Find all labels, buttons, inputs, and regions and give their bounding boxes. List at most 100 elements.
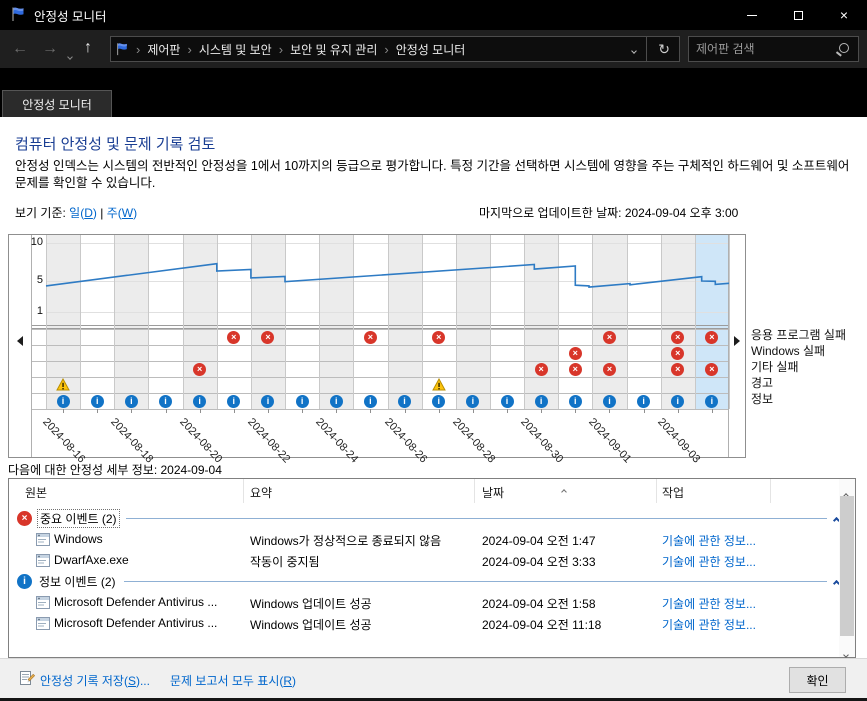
cell-summary: Windows 업데이트 성공 (250, 597, 372, 611)
view-all-reports-link[interactable]: 문제 보고서 모두 표시(R) (170, 674, 297, 688)
chart-day-column[interactable] (694, 235, 729, 409)
column-line (114, 235, 116, 409)
breadcrumb-flag-icon (115, 42, 129, 56)
address-dropdown-button[interactable] (628, 42, 640, 56)
breadcrumb-item-system-security[interactable]: 시스템 및 보안 (198, 42, 272, 57)
forward-button[interactable]: → (42, 40, 58, 57)
maximize-button[interactable] (775, 0, 821, 30)
info-event-icon: i (261, 394, 275, 408)
event-group-row[interactable]: i 정보 이벤트 (2) (17, 571, 841, 592)
error-event-icon: × (568, 346, 582, 360)
column-line (285, 235, 287, 409)
back-button[interactable]: ← (12, 40, 28, 57)
chart-day-column[interactable] (558, 235, 592, 409)
error-event-icon: × (705, 362, 719, 376)
chart-row-label: 기타 실패 (751, 360, 799, 374)
view-by-weeks-link[interactable]: 주(W) (106, 206, 138, 220)
chart-day-column[interactable] (250, 235, 286, 409)
scrollbar-thumb[interactable] (840, 496, 854, 636)
chart-scroll-right-button[interactable] (734, 336, 740, 346)
chart-day-column[interactable] (387, 235, 422, 409)
error-event-icon: × (193, 362, 207, 376)
chart-scroll-left-button[interactable] (17, 336, 23, 346)
close-button[interactable]: × (821, 0, 867, 30)
breadcrumb-item-control-panel[interactable]: 제어판 (147, 42, 181, 57)
left-strip-divider (31, 235, 32, 457)
table-row[interactable]: Microsoft Defender Antivirus ... Windows … (9, 592, 837, 613)
info-event-icon: i (671, 394, 685, 408)
column-line (353, 235, 355, 409)
event-group-row[interactable]: × 중요 이벤트 (2) (17, 508, 841, 529)
group-rule (123, 581, 827, 582)
search-icon[interactable] (836, 42, 851, 57)
column-header-4[interactable]: 작업 (662, 486, 685, 500)
search-input[interactable] (689, 42, 836, 56)
breadcrumb-separator-icon: › (384, 41, 389, 57)
breadcrumb-item-security-maintenance[interactable]: 보안 및 유지 관리 (290, 42, 378, 57)
chart-day-column[interactable] (592, 235, 627, 409)
technical-details-link[interactable]: 기술에 관한 정보... (662, 597, 756, 611)
breadcrumb-separator-icon: › (278, 41, 284, 57)
chart-row-label: 응용 프로그램 실패 (751, 328, 846, 342)
date-label: 2024-08-24 (313, 416, 361, 466)
header-separator (656, 479, 657, 503)
date-tick (267, 409, 269, 413)
breadcrumb-item-reliability-monitor[interactable]: 안정성 모니터 (395, 42, 466, 57)
ok-button[interactable]: 확인 (789, 667, 846, 693)
column-line (250, 235, 252, 409)
chart-day-column[interactable] (627, 235, 661, 409)
tab-reliability-monitor[interactable]: 안정성 모니터 (2, 90, 112, 117)
date-tick (233, 409, 235, 413)
refresh-button[interactable]: ↻ (658, 40, 670, 57)
tab-strip: 안정성 모니터 (0, 68, 867, 117)
column-header-3[interactable]: 날짜 (482, 486, 505, 500)
column-line (489, 235, 491, 409)
chart-day-column[interactable] (490, 235, 524, 409)
technical-details-link[interactable]: 기술에 관한 정보... (662, 555, 756, 569)
window-title: 안정성 모니터 (34, 9, 107, 24)
window-bottom-edge (0, 698, 867, 701)
date-label: 2024-09-03 (654, 416, 703, 466)
info-event-icon: i (466, 394, 480, 408)
column-header-1[interactable]: 원본 (25, 486, 48, 500)
chart-day-column[interactable] (660, 235, 695, 409)
info-group-icon: i (17, 574, 32, 589)
chart-day-column[interactable] (114, 235, 149, 409)
grid-row-line (31, 409, 728, 410)
date-tick (507, 409, 509, 413)
technical-details-link[interactable]: 기술에 관한 정보... (662, 618, 756, 632)
chart-day-column[interactable] (148, 235, 182, 409)
chart-day-column[interactable] (182, 235, 217, 409)
up-button[interactable]: ↑ (84, 39, 92, 56)
chart-day-column[interactable] (524, 235, 559, 409)
error-event-icon: × (671, 346, 685, 360)
y-axis-tick-label: 1 (36, 305, 43, 317)
date-label: 2024-08-20 (176, 416, 225, 466)
chart-day-column[interactable] (353, 235, 387, 409)
column-line (524, 235, 526, 409)
chart-day-column[interactable] (217, 235, 251, 409)
chart-day-column[interactable] (285, 235, 319, 409)
table-row[interactable]: Microsoft Defender Antivirus ... Windows … (9, 613, 837, 634)
chart-day-column[interactable] (319, 235, 354, 409)
chart-row-label: 정보 (751, 392, 774, 406)
column-header-2[interactable]: 요약 (250, 486, 273, 500)
history-dropdown-button[interactable] (67, 46, 73, 64)
minimize-button[interactable] (729, 0, 775, 30)
application-window-icon (36, 617, 50, 630)
chart-day-column[interactable] (80, 235, 114, 409)
technical-details-link[interactable]: 기술에 관한 정보... (662, 534, 756, 548)
info-event-icon: i (227, 394, 241, 408)
info-event-icon: i (295, 394, 309, 408)
column-line (558, 235, 560, 409)
table-row[interactable]: DwarfAxe.exe 작동이 중지됨 2024-09-04 오전 3:33 기술에… (9, 550, 837, 571)
info-event-icon: i (329, 394, 343, 408)
view-by-days-link[interactable]: 일(D) (69, 206, 97, 220)
save-history-link[interactable]: 안정성 기록 저장(S)... (40, 674, 150, 688)
error-event-icon: × (568, 362, 582, 376)
table-scrollbar[interactable] (839, 479, 855, 658)
table-row[interactable]: Windows Windows가 정상적으로 종료되지 않음 2024-09-04 … (9, 529, 837, 550)
chart-day-column[interactable] (455, 235, 490, 409)
cell-summary: Windows 업데이트 성공 (250, 618, 372, 632)
